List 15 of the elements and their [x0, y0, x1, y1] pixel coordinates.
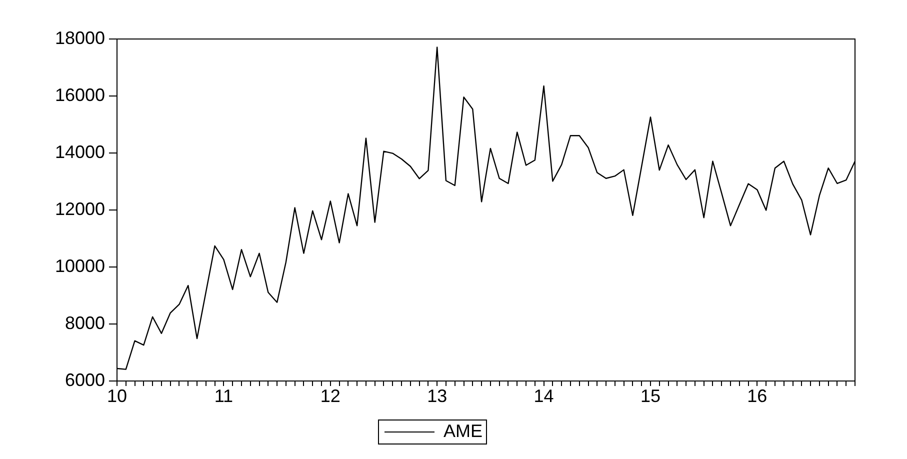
x-tick-label: 10: [106, 386, 128, 406]
x-tick-label: 15: [640, 386, 661, 406]
x-tick-label: 13: [427, 386, 448, 406]
x-tick-label: 12: [320, 386, 340, 406]
x-tick-label: 16: [747, 386, 768, 406]
y-tick-label: 16000: [54, 84, 105, 105]
y-tick-label: 8000: [64, 312, 105, 333]
y-tick-label: 18000: [54, 28, 105, 48]
x-tick-label: 11: [214, 386, 234, 406]
y-tick-label: 14000: [54, 142, 105, 162]
y-tick-label: 12000: [54, 198, 105, 219]
y-tick-label: 10000: [54, 256, 105, 276]
legend-label: AME: [443, 420, 483, 441]
y-tick-label: 6000: [64, 370, 105, 390]
x-tick-label: 14: [534, 386, 554, 406]
